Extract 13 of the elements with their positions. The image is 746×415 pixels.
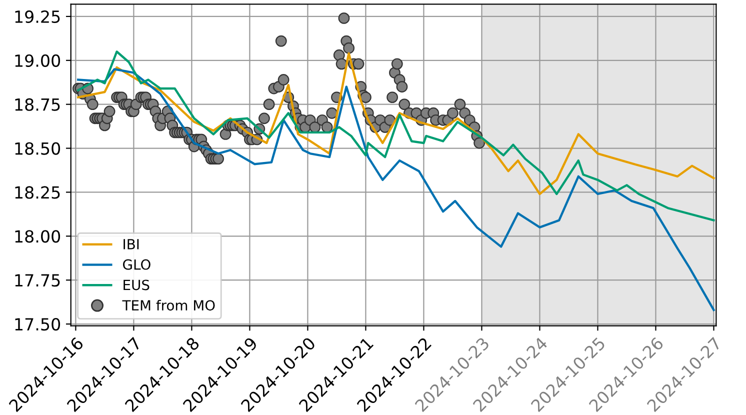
y-tick-label: 18.25	[15, 186, 60, 199]
legend-label: TEM from MO	[122, 300, 215, 311]
y-tick-label: 19.25	[15, 10, 60, 24]
legend-label: GLO	[123, 259, 150, 270]
y-tick-label: 17.50	[15, 318, 60, 331]
legend-label: IBI	[124, 239, 139, 250]
legend-label: EUS	[124, 280, 150, 290]
y-tick-label: 18.50	[15, 142, 60, 155]
y-tick-label: 18.00	[15, 230, 60, 243]
y-tick-label: 17.75	[15, 274, 60, 287]
y-tick-label: 18.75	[15, 98, 60, 111]
line-series	[77, 68, 715, 312]
y-tick-label: 19.00	[15, 54, 60, 67]
